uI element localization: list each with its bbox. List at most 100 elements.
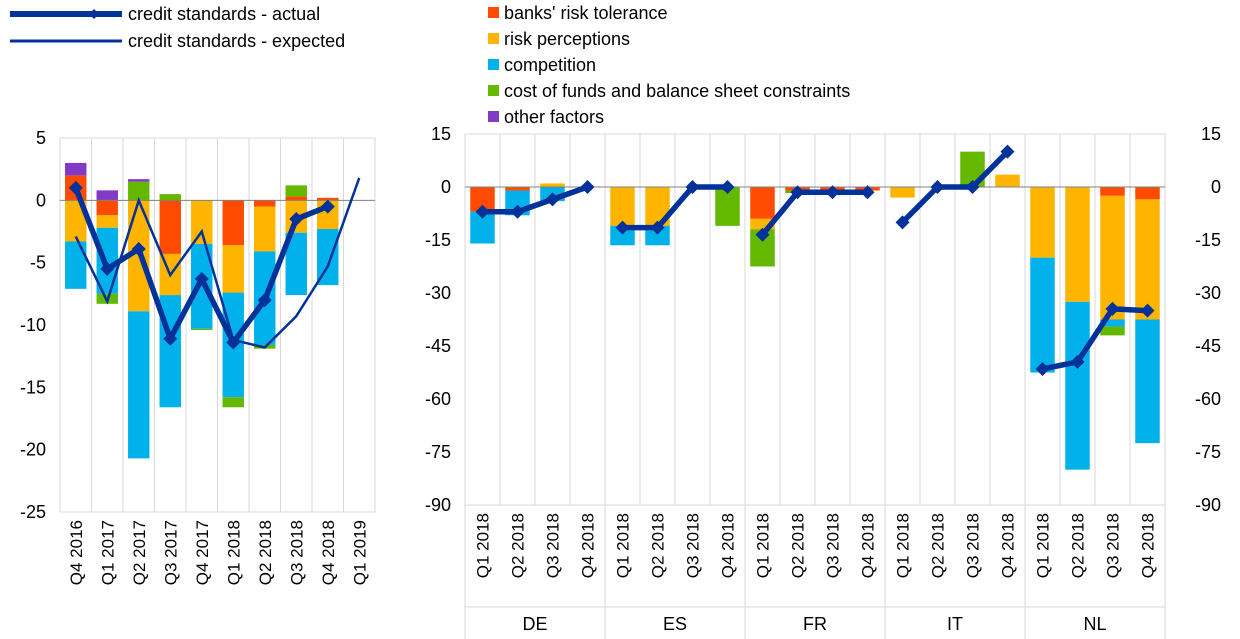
right-bar-competition xyxy=(1100,319,1125,327)
left-bar-banks_risk_tolerance xyxy=(159,200,181,254)
right-group-label: NL xyxy=(1083,614,1106,634)
legend-swatch-cost_of_funds xyxy=(488,85,499,96)
left-y-tick-label: -25 xyxy=(20,502,46,522)
left-x-tick-label: Q3 2017 xyxy=(161,520,180,585)
legend-label-cost_of_funds: cost of funds and balance sheet constrai… xyxy=(504,81,850,101)
right-line-actual-it xyxy=(900,149,1010,225)
left-bar-competition xyxy=(65,241,87,289)
right-x-tick-label: Q1 2018 xyxy=(754,513,773,578)
left-line-expected xyxy=(74,177,361,349)
right-marker-actual xyxy=(755,227,770,242)
right-group-label: IT xyxy=(947,614,963,634)
right-marker-actual xyxy=(615,220,630,235)
left-y-tick-label: -20 xyxy=(20,440,46,460)
right-marker-actual xyxy=(720,180,735,194)
left-marker-actual xyxy=(68,180,83,195)
left-x-tick-label: Q3 2018 xyxy=(287,520,306,585)
left-y-tick-label: -5 xyxy=(30,253,46,273)
left-bar-competition xyxy=(317,229,339,286)
legend-label-other_factors: other factors xyxy=(504,107,604,127)
right-x-tick-label: Q1 2018 xyxy=(474,513,493,578)
right-bar-banks_risk_tolerance xyxy=(1100,187,1125,196)
left-bar-cost_of_funds xyxy=(159,194,181,201)
right-marker-actual xyxy=(1000,144,1015,159)
right-x-tick-label: Q4 2018 xyxy=(1139,513,1158,578)
left-bar-banks_risk_tolerance xyxy=(222,200,244,246)
right-line-actual-fr xyxy=(760,189,868,237)
right-marker-actual xyxy=(510,204,525,219)
right-x-tick-label: Q3 2018 xyxy=(964,513,983,578)
left-marker-actual xyxy=(289,212,304,227)
left-y-tick-label: 0 xyxy=(36,190,46,210)
left-bar-cost_of_funds xyxy=(285,185,307,197)
left-x-tick-label: Q2 2018 xyxy=(256,520,275,585)
right-x-tick-label: Q2 2018 xyxy=(1069,513,1088,578)
right-x-tick-label: Q2 2018 xyxy=(929,513,948,578)
right-bar-banks_risk_tolerance xyxy=(750,187,775,219)
left-bar-competition xyxy=(128,311,150,459)
right-marker-actual xyxy=(475,204,490,219)
right-bar-risk_perceptions xyxy=(890,187,915,198)
right-x-tick-label: Q4 2018 xyxy=(859,513,878,578)
right-y-tick-label-left: -30 xyxy=(425,283,451,303)
right-bar-competition xyxy=(1135,319,1160,444)
right-y-tick-label-right: -45 xyxy=(1195,336,1221,356)
right-marker-actual xyxy=(580,180,595,194)
left-x-tick-label: Q4 2018 xyxy=(319,520,338,585)
left-bar-banks_risk_tolerance xyxy=(317,197,339,201)
right-x-tick-label: Q4 2018 xyxy=(719,513,738,578)
right-x-tick-label: Q4 2018 xyxy=(999,513,1018,578)
right-bar-competition xyxy=(645,225,670,246)
right-bar-banks_risk_tolerance xyxy=(505,187,530,191)
left-bar-competition xyxy=(285,232,307,296)
left-marker-actual xyxy=(257,293,272,308)
left-y-tick-label: -10 xyxy=(20,315,46,335)
right-line-actual-nl xyxy=(1041,306,1148,372)
right-y-tick-label-left: -90 xyxy=(425,495,451,515)
right-line-actual-de xyxy=(482,184,589,215)
right-y-tick-label-left: 15 xyxy=(431,124,451,144)
legend-swatch-competition xyxy=(488,59,499,70)
left-bar-other_factors xyxy=(128,179,150,182)
right-y-tick-label-left: -60 xyxy=(425,389,451,409)
left-bar-risk_perceptions xyxy=(65,200,87,242)
left-x-tick-label: Q4 2016 xyxy=(67,520,86,585)
legend: credit standards - actual credit standard… xyxy=(10,3,850,127)
legend-label-actual: credit standards - actual xyxy=(128,4,320,24)
legend-swatch-banks_risk_tolerance xyxy=(488,7,499,18)
left-bar-cost_of_funds xyxy=(128,181,150,201)
right-y-tick-label-right: -30 xyxy=(1195,283,1221,303)
right-group-label: FR xyxy=(803,614,827,634)
right-marker-actual xyxy=(545,192,560,207)
right-bar-risk_perceptions xyxy=(540,183,565,187)
legend-marker-actual xyxy=(89,9,99,19)
right-bar-cost_of_funds xyxy=(1100,326,1125,336)
right-x-tick-label: Q1 2018 xyxy=(1034,513,1053,578)
right-bar-competition xyxy=(610,225,635,246)
left-bar-cost_of_funds xyxy=(222,397,244,408)
right-marker-actual xyxy=(860,185,875,200)
left-marker-actual xyxy=(131,241,146,256)
right-x-tick-label: Q2 2018 xyxy=(509,513,528,578)
right-bar-risk_perceptions xyxy=(750,218,775,230)
right-x-tick-label: Q1 2018 xyxy=(894,513,913,578)
right-marker-actual xyxy=(930,180,945,194)
left-marker-actual xyxy=(163,331,178,346)
right-x-tick-label: Q3 2018 xyxy=(824,513,843,578)
left-bar-cost_of_funds xyxy=(191,328,213,330)
right-line-actual-es xyxy=(622,184,728,231)
right-group-label: DE xyxy=(522,614,547,634)
left-bar-banks_risk_tolerance xyxy=(254,200,276,207)
right-marker-actual xyxy=(1105,301,1120,316)
right-x-tick-label: Q2 2018 xyxy=(789,513,808,578)
right-bar-risk_perceptions xyxy=(1135,199,1160,320)
right-bar-risk_perceptions xyxy=(995,174,1020,187)
right-marker-actual xyxy=(1140,303,1155,318)
left-bar-competition xyxy=(191,243,213,329)
right-marker-actual xyxy=(895,215,910,230)
left-y-tick-label: 5 xyxy=(36,128,46,148)
right-x-tick-label: Q3 2018 xyxy=(544,513,563,578)
right-y-tick-label-right: -90 xyxy=(1195,495,1221,515)
left-bar-competition xyxy=(96,227,118,294)
right-y-tick-label-right: -60 xyxy=(1195,389,1221,409)
